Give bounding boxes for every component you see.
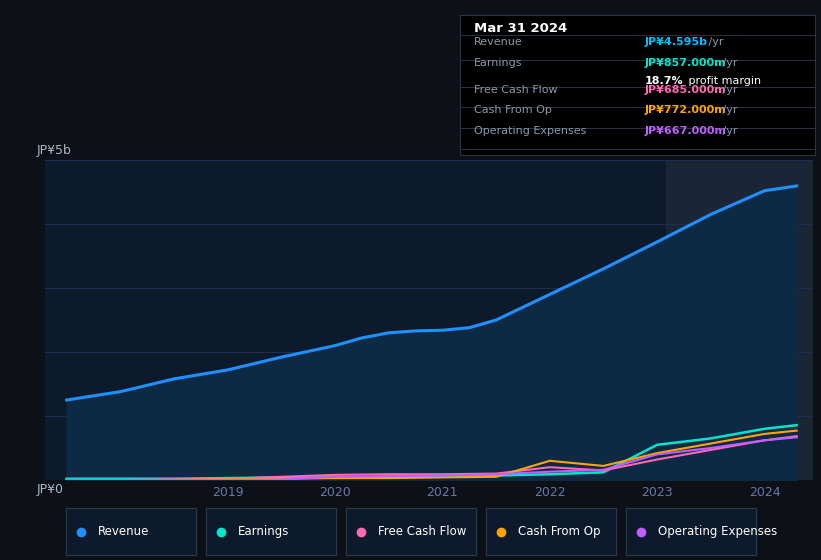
Text: Earnings: Earnings <box>475 58 523 68</box>
Text: /yr: /yr <box>719 105 737 115</box>
Bar <box>666 160 813 480</box>
Text: profit margin: profit margin <box>686 76 762 86</box>
Text: JP¥772.000m: JP¥772.000m <box>644 105 727 115</box>
Text: JP¥4.595b: JP¥4.595b <box>644 37 708 46</box>
Text: Cash From Op: Cash From Op <box>475 105 552 115</box>
Text: 18.7%: 18.7% <box>644 76 683 86</box>
Text: /yr: /yr <box>719 125 737 136</box>
Text: Mar 31 2024: Mar 31 2024 <box>475 22 567 35</box>
Text: Operating Expenses: Operating Expenses <box>475 125 586 136</box>
Text: JP¥685.000m: JP¥685.000m <box>644 85 727 95</box>
Text: /yr: /yr <box>719 85 737 95</box>
Text: Revenue: Revenue <box>98 525 149 538</box>
Text: JP¥5b: JP¥5b <box>37 144 71 157</box>
Text: Free Cash Flow: Free Cash Flow <box>475 85 557 95</box>
Text: /yr: /yr <box>719 58 737 68</box>
Text: /yr: /yr <box>705 37 724 46</box>
Text: JP¥0: JP¥0 <box>37 483 64 496</box>
Text: Earnings: Earnings <box>238 525 289 538</box>
Text: Revenue: Revenue <box>475 37 523 46</box>
Text: Free Cash Flow: Free Cash Flow <box>378 525 466 538</box>
Text: Operating Expenses: Operating Expenses <box>658 525 777 538</box>
Text: Cash From Op: Cash From Op <box>518 525 600 538</box>
Text: JP¥667.000m: JP¥667.000m <box>644 125 727 136</box>
Text: JP¥857.000m: JP¥857.000m <box>644 58 727 68</box>
